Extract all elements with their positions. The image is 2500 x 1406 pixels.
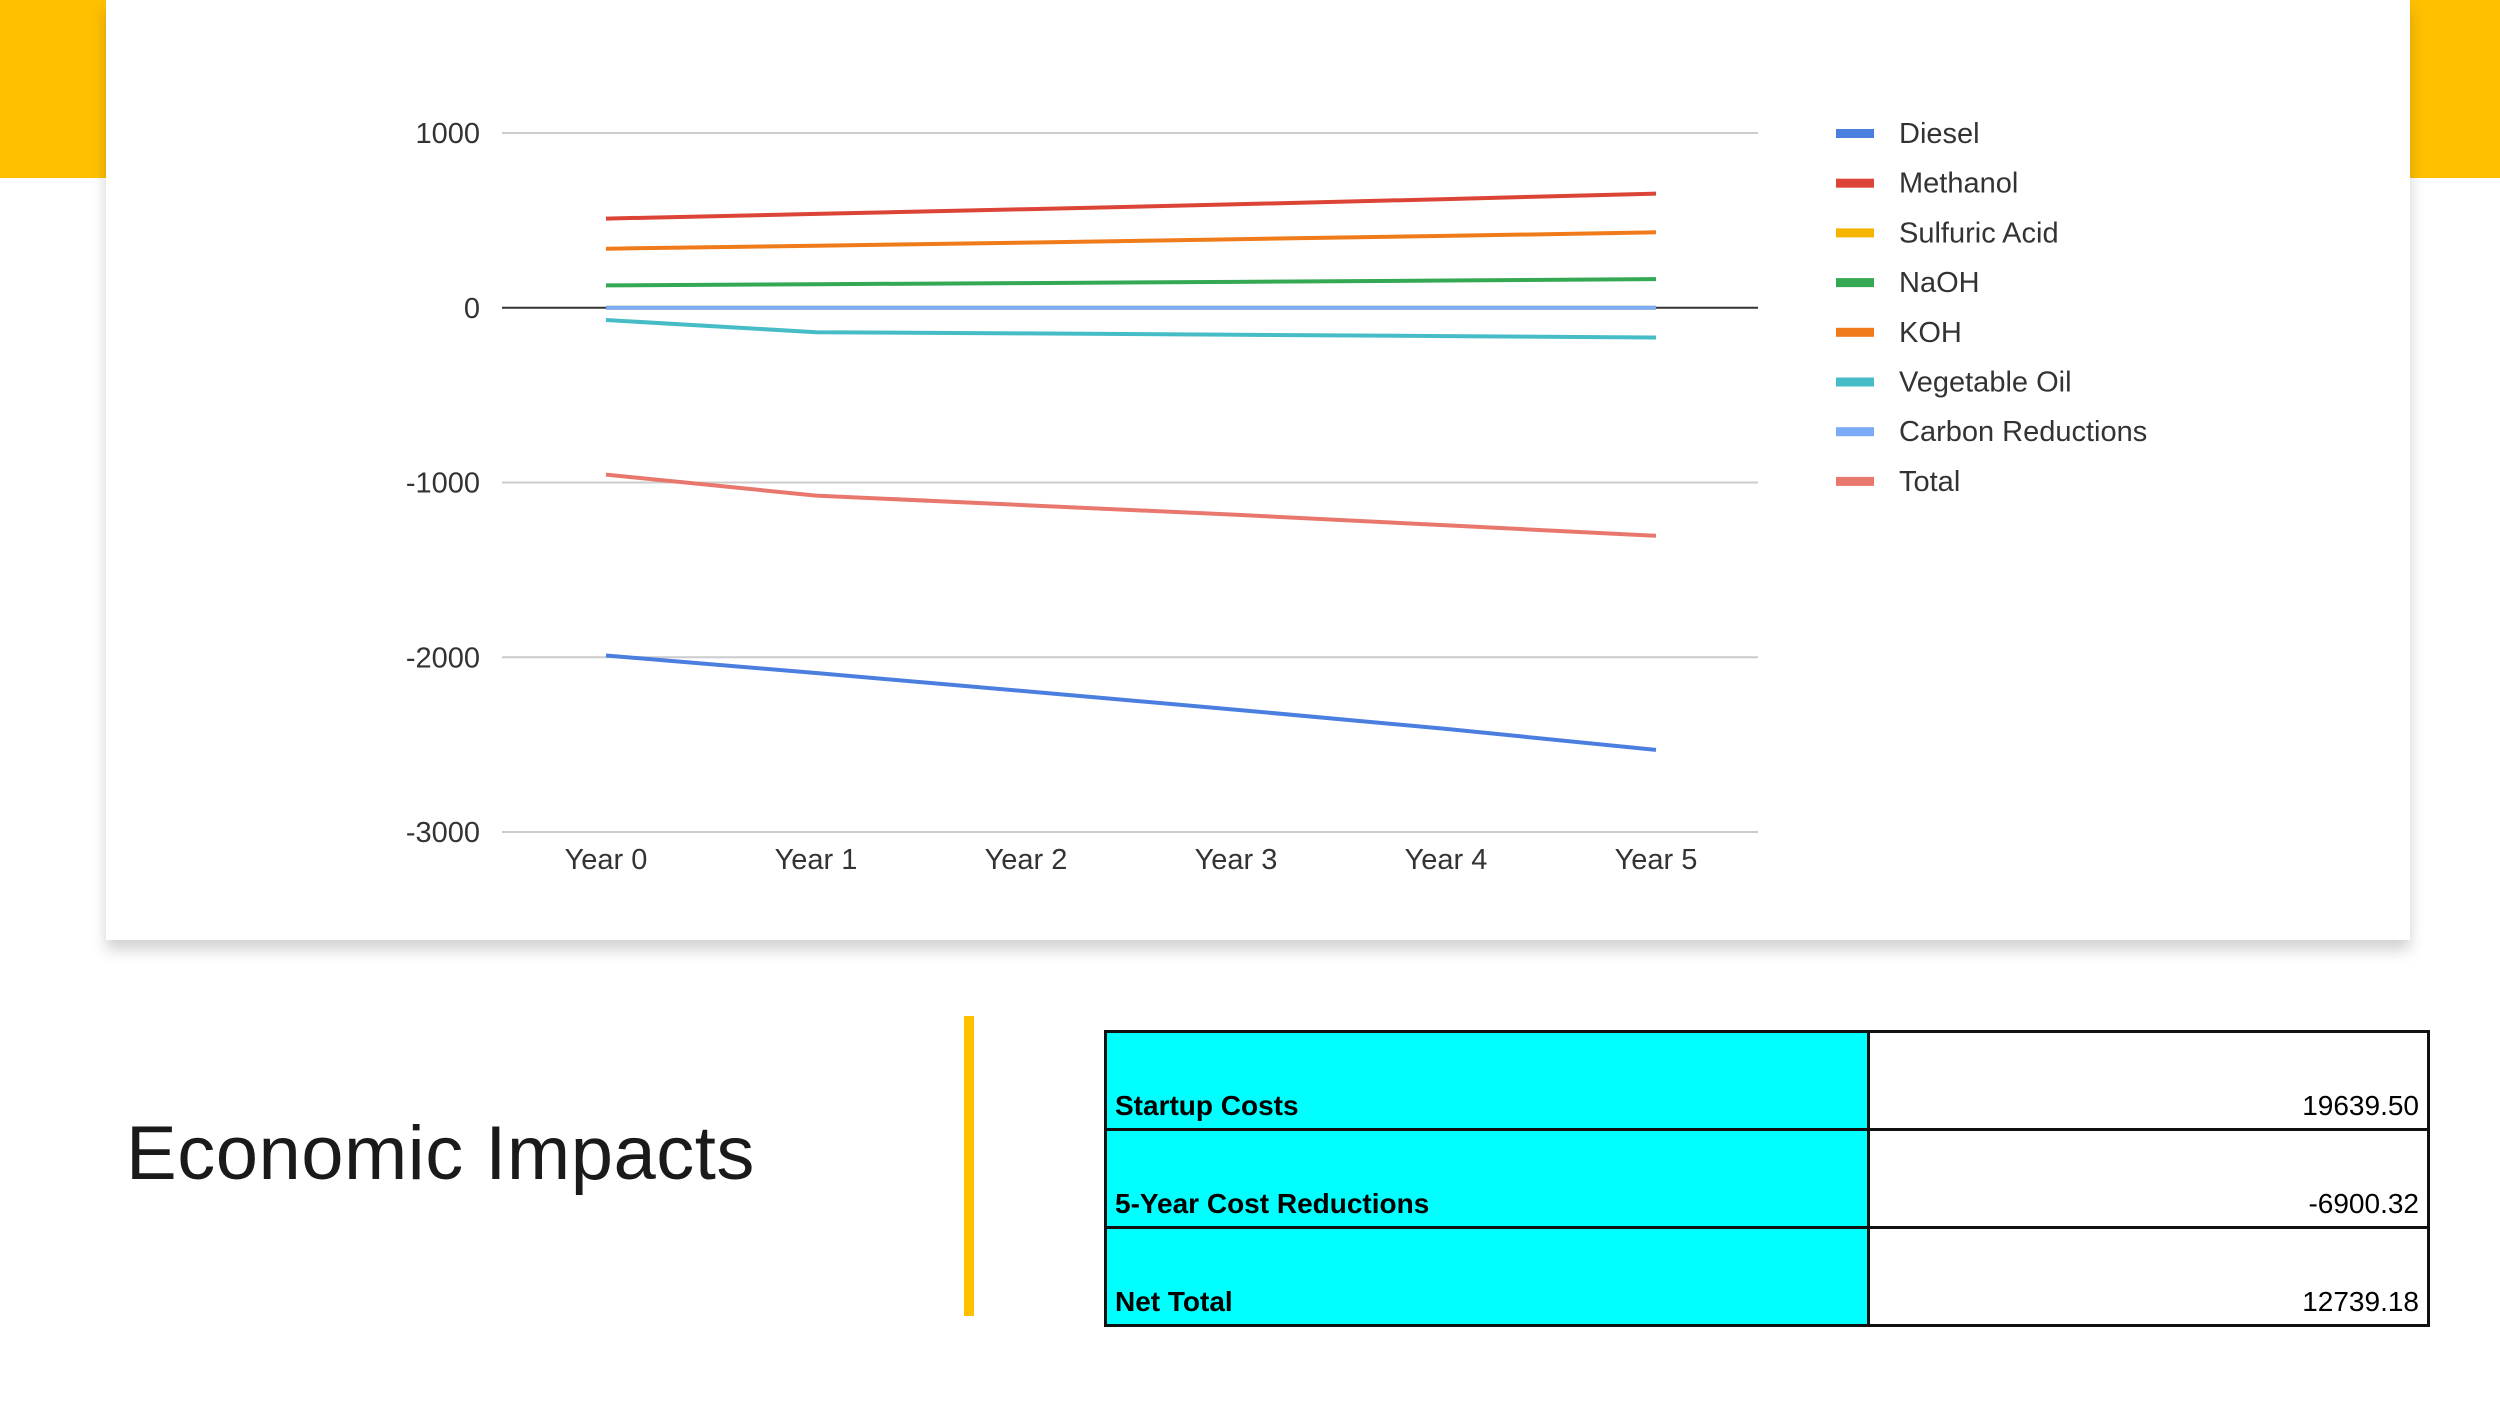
line-chart: 1000 0 -1000 -2000 -3000 Year 0 Year 1 Year 2 Ye… bbox=[406, 118, 2147, 876]
series-line-vegetable-oil bbox=[605, 318, 1657, 340]
table-row: Net Total 12739.18 bbox=[1104, 1226, 2430, 1327]
legend-label: Methanol bbox=[1899, 168, 2018, 200]
chart-card: 1000 0 -1000 -2000 -3000 Year 0 Year 1 Year 2 Ye… bbox=[106, 0, 2410, 940]
x-tick-label: Year 0 bbox=[565, 844, 648, 876]
legend-label: Sulfuric Acid bbox=[1899, 217, 2059, 249]
vertical-divider bbox=[964, 1016, 974, 1316]
y-tick-label: 0 bbox=[464, 293, 480, 325]
x-tick-label: Year 4 bbox=[1405, 844, 1488, 876]
legend-label: Carbon Reductions bbox=[1899, 416, 2147, 448]
series-line-methanol bbox=[605, 191, 1657, 221]
legend-swatch bbox=[1836, 178, 1874, 188]
y-tick-label: -1000 bbox=[406, 468, 480, 500]
legend-swatch bbox=[1836, 377, 1874, 387]
table-cell-label: Startup Costs bbox=[1104, 1030, 1870, 1131]
table-cell-label: Net Total bbox=[1104, 1226, 1870, 1327]
x-tick-label: Year 3 bbox=[1195, 844, 1278, 876]
accent-bar-top-right bbox=[2406, 0, 2500, 178]
legend-label: Total bbox=[1899, 466, 1960, 498]
table-row: 5-Year Cost Reductions -6900.32 bbox=[1104, 1128, 2430, 1229]
series-line-diesel bbox=[605, 653, 1657, 752]
legend-label: Diesel bbox=[1899, 118, 1980, 150]
y-tick-label: -3000 bbox=[406, 817, 480, 849]
legend-swatch bbox=[1836, 278, 1874, 288]
legend-swatch bbox=[1836, 427, 1874, 437]
series-line-koh bbox=[605, 230, 1657, 251]
series-line-naoh bbox=[605, 277, 1657, 288]
legend-swatch bbox=[1836, 476, 1874, 486]
x-tick-label: Year 5 bbox=[1615, 844, 1698, 876]
table-cell-value: -6900.32 bbox=[1867, 1128, 2430, 1229]
table-cell-value: 19639.50 bbox=[1867, 1030, 2430, 1131]
summary-table: Startup Costs 19639.50 5-Year Cost Reduc… bbox=[1104, 1030, 2430, 1327]
legend-swatch bbox=[1836, 327, 1874, 337]
legend-swatch bbox=[1836, 228, 1874, 238]
legend-label: Vegetable Oil bbox=[1899, 367, 2072, 399]
x-tick-label: Year 2 bbox=[985, 844, 1068, 876]
legend-label: KOH bbox=[1899, 317, 1962, 349]
y-tick-label: 1000 bbox=[415, 118, 480, 150]
page-title: Economic Impacts bbox=[126, 1111, 755, 1196]
legend-label: NaOH bbox=[1899, 267, 1980, 299]
table-cell-label: 5-Year Cost Reductions bbox=[1104, 1128, 1870, 1229]
y-tick-label: -2000 bbox=[406, 642, 480, 674]
legend-swatch bbox=[1836, 129, 1874, 138]
table-cell-value: 12739.18 bbox=[1867, 1226, 2430, 1327]
series-line-total bbox=[605, 472, 1657, 538]
accent-bar-top-left bbox=[0, 0, 106, 178]
table-row: Startup Costs 19639.50 bbox=[1104, 1030, 2430, 1131]
x-tick-label: Year 1 bbox=[775, 844, 858, 876]
